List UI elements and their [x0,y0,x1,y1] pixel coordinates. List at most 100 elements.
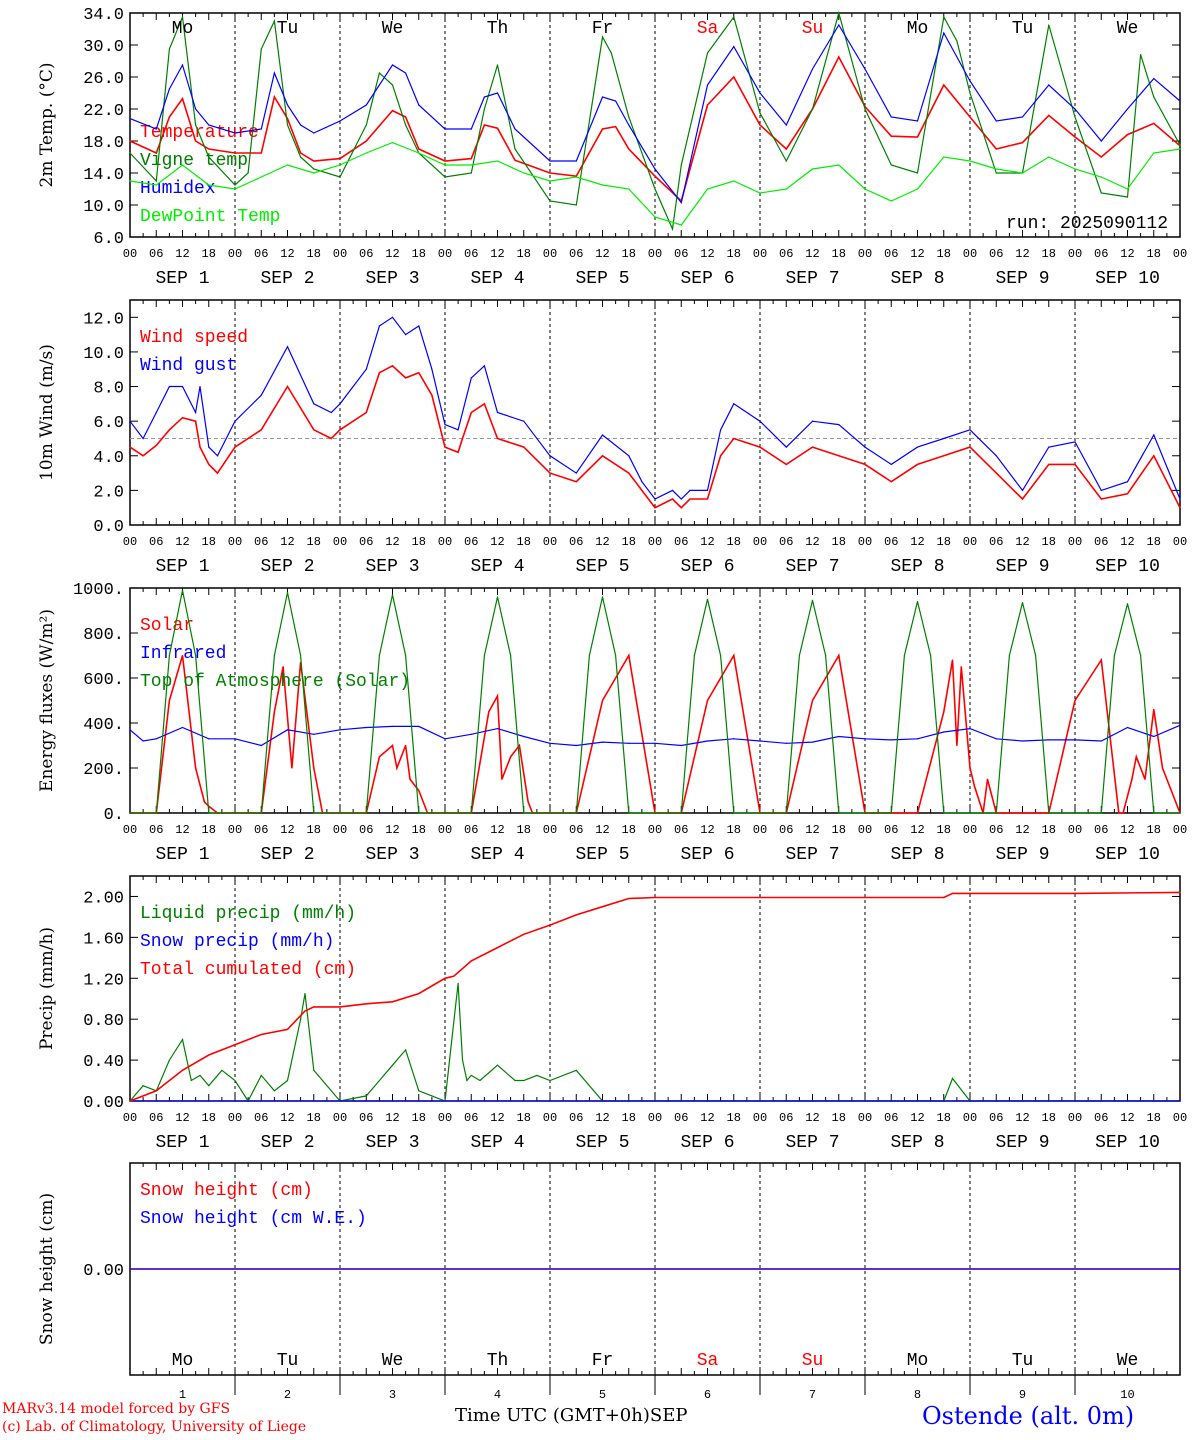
data-point [365,726,367,729]
date-label: SEP 9 [995,1133,1049,1153]
data-point [300,654,302,657]
hour-label: 06 [779,247,793,261]
hour-label: 06 [464,535,478,549]
hour-label: 18 [412,1111,426,1125]
y-tick-label: 400. [83,716,124,735]
data-point [418,152,420,154]
data-point [680,744,682,747]
hour-label: 00 [858,823,872,837]
data-point [654,175,656,177]
data-point [129,729,131,731]
y-tick-label: 1.60 [83,930,124,949]
data-point [396,767,398,769]
data-point [457,982,459,984]
weekday-label: Mo [907,19,929,39]
data-point [960,666,962,668]
data-point [943,84,945,86]
data-point [825,654,827,657]
data-point [208,463,210,466]
data-point [313,160,315,162]
data-point [680,164,682,166]
hour-label: 00 [753,823,767,837]
data-point [365,124,367,126]
data-point [496,92,499,94]
data-point [1179,148,1181,150]
hour-label: 18 [307,823,321,837]
data-point [995,172,997,174]
data-point [523,812,525,814]
data-point [811,446,814,448]
data-point [199,385,201,388]
data-point [1126,188,1129,190]
y-axis-label: 10m Wind (m/s) [37,344,57,481]
data-point [155,180,157,182]
data-point [689,498,691,500]
data-point [615,100,617,102]
legend-entry: Top of Atmosphere (Solar) [140,672,410,692]
data-point [785,148,787,150]
y-axis-label: Precip (mm/h) [37,927,57,1050]
data-point [733,46,735,48]
data-point [181,164,184,166]
hour-label: 18 [1147,247,1161,261]
data-point [470,733,472,735]
data-point [496,127,499,129]
date-label: SEP 9 [995,269,1049,289]
y-tick-label: 14.0 [83,166,124,185]
hour-label: 18 [727,823,741,837]
data-point [1126,493,1129,495]
hour-label: 12 [490,535,504,549]
data-point [1100,140,1102,142]
data-point [418,148,420,150]
data-point [601,96,604,98]
date-label: SEP 1 [155,557,209,577]
data-point [680,224,682,226]
data-point [291,767,293,769]
data-point [916,136,919,138]
date-label: SEP 2 [260,845,314,865]
data-point [864,108,866,110]
data-point [838,812,840,814]
data-point [1179,498,1181,500]
date-label: SEP 8 [890,557,944,577]
data-point [916,600,919,603]
data-point [671,489,674,491]
data-point [733,812,735,814]
data-point [286,1079,289,1082]
data-point [470,128,472,130]
date-label: SEP 7 [785,269,839,289]
hour-label: 18 [937,823,951,837]
hour-label: 12 [280,823,294,837]
hour-label: 00 [543,535,557,549]
data-point [654,812,656,814]
data-point [483,96,485,98]
data-point [1126,108,1129,110]
data-point [733,654,735,657]
data-point [628,124,630,126]
data-point [943,16,945,18]
data-point [1048,463,1050,466]
y-tick-label: 18.0 [83,134,124,153]
data-point [969,92,971,94]
hour-label: 18 [307,535,321,549]
data-point [1048,812,1050,814]
data-point [418,993,420,995]
date-label: SEP 7 [785,557,839,577]
data-point [706,699,709,702]
data-point [720,455,722,457]
day-number-label: 6 [704,1388,711,1402]
date-label: SEP 7 [785,845,839,865]
data-point [444,128,446,130]
data-point [628,148,630,150]
data-point [890,200,892,202]
data-point [260,744,262,747]
data-point [496,728,499,730]
series-line [129,10,1181,232]
data-point [208,156,210,158]
hour-label: 18 [727,1111,741,1125]
data-point [304,993,306,995]
hour-label: 06 [989,535,1003,549]
hour-label: 18 [727,535,741,549]
legend-entry: Vigne temp [140,151,248,171]
data-point [339,164,341,166]
